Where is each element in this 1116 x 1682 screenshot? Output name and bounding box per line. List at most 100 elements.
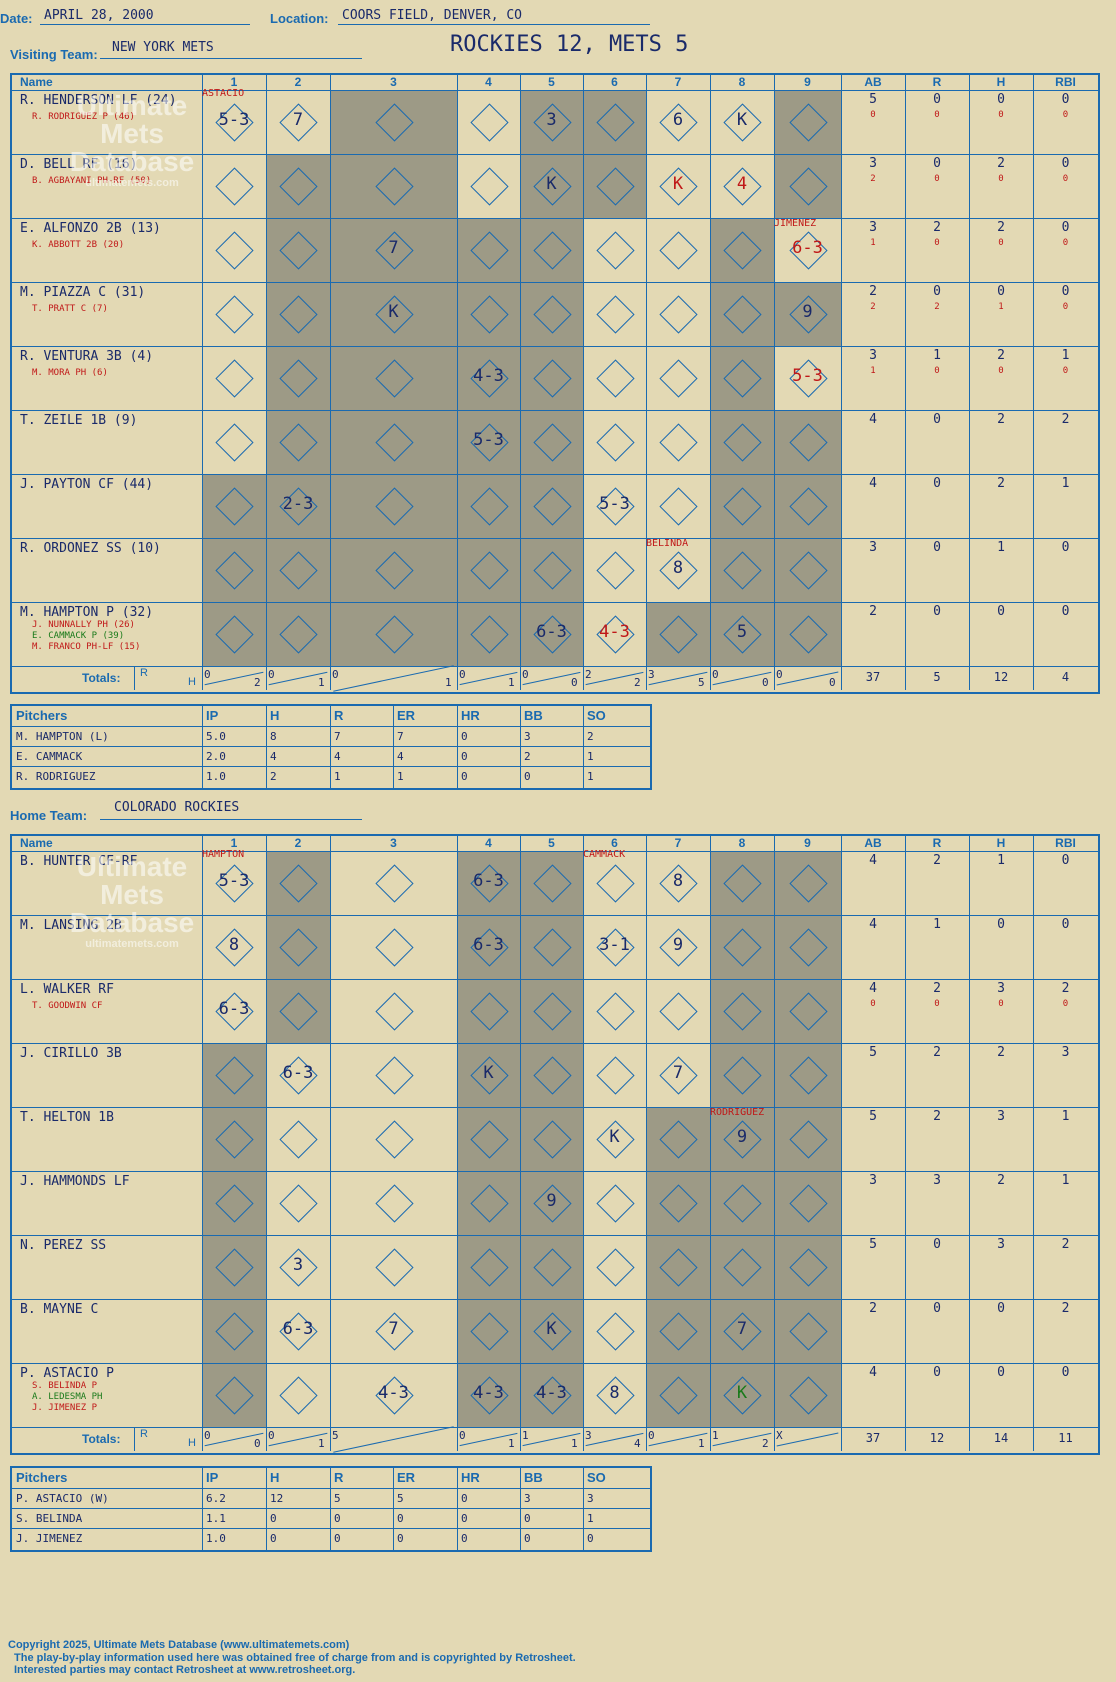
visitors-shaded-cell (710, 410, 774, 474)
visitors-player-name: R. ORDONEZ SS (10) (20, 541, 161, 556)
home-pitcher-note-hampton: HAMPTON (202, 849, 245, 860)
home-basepath-diamond (595, 1312, 635, 1351)
visitors-totals-h-label: H (188, 676, 196, 688)
home-player-name: B. HUNTER CF-RF (20, 854, 138, 869)
visitors-pitcher-cell: 0 (524, 770, 531, 783)
home-header-5: 5 (548, 836, 555, 850)
visitors-shaded-cell (457, 538, 520, 602)
visitors-shaded-cell (457, 474, 520, 538)
visitors-player-sub: M. MORA PH (6) (32, 368, 108, 378)
visitors-shaded-cell (520, 218, 583, 282)
visitors-play-result: 6 (672, 110, 684, 130)
visitors-col-divider (520, 75, 521, 690)
home-shaded-cell (266, 851, 330, 915)
visiting-underline (100, 58, 362, 59)
visitors-inning-runs: 2 (585, 668, 592, 681)
home-stat-h: 0 (997, 1301, 1005, 1316)
home-shaded-cell (520, 915, 583, 979)
visitors-col-divider (710, 75, 711, 690)
date-underline (40, 24, 250, 25)
home-basepath-diamond (279, 1120, 318, 1159)
home-watermark-line: Mets (100, 879, 164, 910)
home-stat-h: 3 (997, 981, 1005, 996)
home-pitcher-cell: 0 (334, 1512, 341, 1525)
visitors-play-result: 4-3 (473, 366, 504, 386)
visitors-stat-ab-sub: 1 (870, 366, 876, 376)
home-pitcher-cell: 0 (524, 1512, 531, 1525)
home-pitcher-header: Pitchers (16, 1470, 68, 1485)
visitors-stat-r-sub: 0 (934, 238, 940, 248)
visitors-player-sub: R. RODRIGUEZ P (46) (32, 112, 135, 122)
visitors-play-result: 5-3 (218, 110, 250, 130)
visitors-shaded-cell (330, 154, 457, 218)
home-stat-r-sub: 0 (934, 999, 940, 1009)
home-shaded-cell (202, 1299, 266, 1363)
visitors-stat-h: 2 (997, 476, 1005, 491)
home-inning-runs: 0 (204, 1429, 211, 1442)
home-shaded-cell (774, 1299, 841, 1363)
home-pitcher-col-divider (393, 1468, 394, 1550)
home-shaded-cell (457, 979, 520, 1043)
visitors-shaded-cell (266, 154, 330, 218)
visitors-basepath-diamond (215, 295, 254, 334)
home-stat-r: 2 (933, 853, 941, 868)
visitors-header-name: Name (20, 75, 53, 89)
home-play-result: 7 (672, 1063, 684, 1083)
visitors-basepath-diamond (215, 167, 254, 206)
visitors-stat-rbi: 0 (1061, 604, 1070, 619)
visitors-shaded-cell (520, 154, 583, 218)
visitors-watermark-line: Mets (100, 118, 164, 149)
visitors-pitching-change-note: JIMENEZ (774, 218, 817, 229)
home-totals-r-label: R (140, 1428, 148, 1440)
home-shaded-cell (202, 1107, 266, 1171)
visitors-stat-ab: 3 (869, 156, 877, 171)
home-basepath-diamond (595, 1056, 635, 1095)
visitors-shaded-cell (710, 538, 774, 602)
visitors-pitcher-cell: 0 (461, 730, 468, 743)
visitors-play-result: 8 (672, 558, 684, 578)
visitors-inning-hits: 2 (634, 676, 641, 689)
home-header-8: 8 (738, 836, 746, 850)
visitors-pitcher-cell: 8 (270, 730, 277, 743)
home-stat-h: 0 (997, 1365, 1005, 1380)
home-stat-r: 0 (933, 1365, 941, 1380)
visitors-header-ab: AB (864, 75, 882, 89)
visitors-header-1: 1 (230, 75, 238, 89)
visitors-header-9: 9 (804, 75, 811, 89)
home-player-name: J. HAMMONDS LF (20, 1174, 130, 1189)
home-stat-rbi: 0 (1061, 1365, 1070, 1380)
footer-copyright: Copyright 2025, Ultimate Mets Database (… (8, 1639, 350, 1651)
home-header-7: 7 (674, 836, 682, 850)
home-underline (100, 819, 362, 820)
visitors-total-ab: 37 (865, 670, 881, 684)
visitors-shaded-cell (520, 90, 583, 154)
home-pitcher-header: ER (397, 1470, 416, 1485)
home-basepath-diamond (595, 864, 635, 903)
home-play-result: 3 (292, 1255, 304, 1275)
home-pitcher-header: R (334, 1470, 344, 1485)
visitors-shaded-cell (330, 282, 457, 346)
home-header-rbi: RBI (1055, 836, 1076, 850)
home-header-name: Name (20, 836, 53, 850)
home-inning-runs: 0 (459, 1429, 466, 1442)
visitors-shaded-cell (774, 538, 841, 602)
home-row-divider (12, 1107, 1098, 1108)
home-shaded-cell (520, 1043, 583, 1107)
visitors-shaded-cell (202, 474, 266, 538)
date-value: APRIL 28, 2000 (44, 8, 154, 23)
visitors-basepath-diamond (659, 423, 698, 462)
home-pitcher-cell: 0 (270, 1532, 277, 1545)
home-pitcher-cell: 3 (587, 1492, 594, 1505)
visitors-play-result: 5 (736, 622, 748, 642)
visitors-stat-r: 0 (933, 540, 941, 555)
home-header-1: 1 (230, 836, 238, 850)
visitors-stat-h: 0 (997, 284, 1005, 299)
home-player-name: N. PEREZ SS (20, 1238, 107, 1253)
visitors-play-result: 7 (388, 238, 399, 258)
visitors-totals-label: Totals: (82, 671, 121, 685)
visitors-stat-rbi: 1 (1061, 476, 1070, 491)
visiting-team-name: NEW YORK METS (112, 40, 214, 55)
visitors-shaded-cell (520, 282, 583, 346)
visitors-stat-h: 0 (997, 92, 1005, 107)
visitors-stat-ab: 2 (869, 284, 877, 299)
